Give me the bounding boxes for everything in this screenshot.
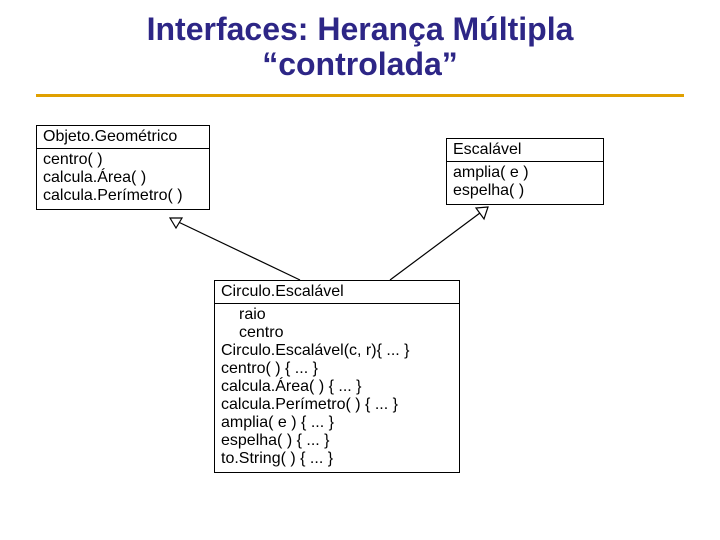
title-line-2: “controlada” — [0, 47, 720, 82]
class-member: calcula.Perímetro( ) — [43, 187, 203, 205]
class-member: centro( ) — [43, 151, 203, 169]
class-member: centro — [221, 324, 453, 342]
class-member: raio — [221, 306, 453, 324]
class-member: Circulo.Escalável(c, r){ ... } — [221, 342, 453, 360]
class-box-circulo-escalavel: Circulo.Escalável raiocentroCirculo.Esca… — [214, 280, 460, 473]
class-member: centro( ) { ... } — [221, 360, 453, 378]
class-member: amplia( e ) { ... } — [221, 414, 453, 432]
class-member: espelha( ) { ... } — [221, 432, 453, 450]
class-member: calcula.Área( ) — [43, 169, 203, 187]
class-member: espelha( ) — [453, 182, 597, 200]
class-name: Objeto.Geométrico — [36, 125, 210, 149]
class-box-objeto-geometrico: Objeto.Geométrico centro( )calcula.Área(… — [36, 125, 210, 210]
class-member: to.String( ) { ... } — [221, 450, 453, 468]
title-underline — [36, 94, 684, 97]
class-member: amplia( e ) — [453, 164, 597, 182]
class-box-escalavel: Escalável amplia( e )espelha( ) — [446, 138, 604, 205]
class-member: calcula.Área( ) { ... } — [221, 378, 453, 396]
class-name: Circulo.Escalável — [214, 280, 460, 304]
slide-title: Interfaces: Herança Múltipla “controlada… — [0, 12, 720, 82]
class-members: amplia( e )espelha( ) — [446, 162, 604, 205]
title-line-1: Interfaces: Herança Múltipla — [0, 12, 720, 47]
class-name: Escalável — [446, 138, 604, 162]
class-members: raiocentroCirculo.Escalável(c, r){ ... }… — [214, 304, 460, 473]
class-members: centro( )calcula.Área( )calcula.Perímetr… — [36, 149, 210, 210]
class-member: calcula.Perímetro( ) { ... } — [221, 396, 453, 414]
